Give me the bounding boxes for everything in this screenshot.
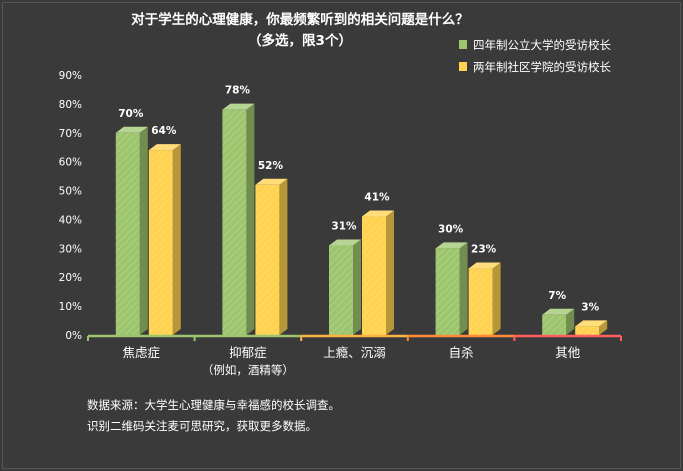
data-label: 70% bbox=[118, 108, 144, 120]
bar-top bbox=[542, 308, 575, 315]
bar: 7% bbox=[542, 290, 575, 335]
bar-side bbox=[459, 242, 468, 335]
y-tick-label: 80% bbox=[59, 99, 82, 111]
bar: 41% bbox=[362, 192, 394, 335]
bar-texture bbox=[115, 132, 140, 335]
bar-top bbox=[222, 103, 255, 110]
chart-title: 对于学生的心理健康，你最频繁听到的相关问题是什么？ bbox=[131, 11, 469, 28]
bar-top bbox=[255, 178, 288, 185]
legend-label-series-1: 四年制公立大学的受访校长 bbox=[473, 38, 611, 52]
bar-texture bbox=[542, 314, 567, 335]
bar-top bbox=[575, 320, 608, 327]
bar-texture bbox=[575, 326, 600, 335]
data-label: 41% bbox=[364, 192, 390, 204]
bar-side bbox=[566, 308, 575, 335]
data-label: 3% bbox=[581, 301, 599, 313]
bars: 70% 64% 78% 52% 31% 41% 30% 23% 7% 3% bbox=[115, 85, 608, 336]
y-tick-label: 70% bbox=[59, 128, 82, 140]
bar-side bbox=[279, 178, 288, 335]
x-axis: 焦虑症 抑郁症 （例如，酒精等） 上瘾、沉溺 自杀 其他 bbox=[87, 334, 622, 377]
data-label: 31% bbox=[331, 220, 357, 232]
bar-top bbox=[362, 210, 394, 217]
bar: 78% bbox=[222, 85, 255, 336]
bar-side bbox=[353, 239, 361, 335]
data-label: 7% bbox=[548, 290, 566, 302]
legend-swatch-series-1 bbox=[459, 40, 467, 49]
data-label: 52% bbox=[258, 160, 284, 172]
bar-texture bbox=[329, 245, 353, 335]
legend-label-series-2: 两年制社区学院的受访校长 bbox=[473, 60, 611, 74]
x-tick-label: 上瘾、沉溺 bbox=[323, 345, 386, 360]
bar-top bbox=[115, 126, 148, 133]
bar-side bbox=[386, 210, 394, 335]
bar-side bbox=[172, 144, 181, 335]
bar: 31% bbox=[329, 220, 361, 335]
legend-swatch-series-2 bbox=[459, 62, 467, 71]
bar: 52% bbox=[255, 160, 288, 335]
y-tick-label: 60% bbox=[59, 157, 82, 169]
x-tick-label: 其他 bbox=[555, 345, 581, 360]
x-tick-label: 焦虑症 bbox=[123, 345, 161, 360]
y-tick-label: 40% bbox=[59, 214, 82, 226]
bar-side bbox=[599, 320, 608, 335]
x-tick-sublabel: （例如，酒精等） bbox=[202, 363, 294, 377]
y-tick-label: 90% bbox=[59, 70, 82, 82]
bar-texture bbox=[435, 248, 460, 335]
legend: 四年制公立大学的受访校长 两年制社区学院的受访校长 bbox=[459, 38, 611, 74]
bar-top bbox=[468, 262, 501, 269]
bar-top bbox=[329, 239, 361, 246]
bar-texture bbox=[148, 150, 173, 335]
bar-side bbox=[139, 126, 148, 336]
bar-side bbox=[246, 103, 255, 336]
y-axis: 0% 10% 20% 30% 40% 50% 60% 70% 80% 90% bbox=[59, 70, 82, 342]
bar-texture bbox=[362, 216, 386, 335]
bar: 70% bbox=[115, 108, 148, 336]
bar: 30% bbox=[435, 223, 468, 335]
bar: 64% bbox=[148, 125, 181, 335]
y-tick-label: 20% bbox=[59, 272, 82, 284]
y-tick-label: 10% bbox=[59, 301, 82, 313]
bar-side bbox=[492, 262, 501, 335]
data-label: 23% bbox=[471, 244, 497, 256]
data-label: 64% bbox=[151, 125, 177, 137]
bar-texture bbox=[222, 109, 247, 336]
source-note: 数据来源：大学生心理健康与幸福感的校长调查。 bbox=[87, 398, 340, 412]
qr-note: 识别二维码关注麦可思研究，获取更多数据。 bbox=[87, 419, 317, 433]
bar: 23% bbox=[468, 244, 501, 335]
y-tick-label: 30% bbox=[59, 243, 82, 255]
y-tick-label: 50% bbox=[59, 186, 82, 198]
x-tick-label: 自杀 bbox=[449, 345, 474, 360]
chart-subtitle: （多选，限3个） bbox=[248, 32, 352, 49]
bar-texture bbox=[255, 184, 280, 335]
bar-top bbox=[435, 242, 468, 249]
data-label: 30% bbox=[438, 223, 464, 235]
bar: 3% bbox=[575, 301, 608, 335]
bar-top bbox=[148, 144, 181, 151]
y-tick-label: 0% bbox=[65, 330, 82, 342]
data-label: 78% bbox=[225, 85, 251, 97]
x-tick-label: 抑郁症 bbox=[229, 345, 267, 360]
bar-texture bbox=[468, 268, 493, 335]
